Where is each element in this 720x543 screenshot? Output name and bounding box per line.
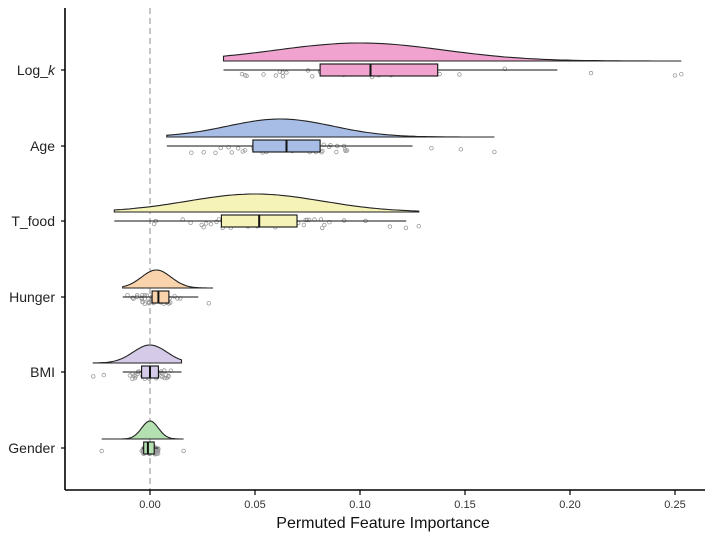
data-point-logk — [502, 66, 507, 71]
data-point-age — [242, 148, 248, 153]
outlier-point-age — [458, 147, 463, 152]
data-point-age — [235, 146, 241, 151]
data-point-tfood — [320, 225, 325, 231]
data-point-tfood — [199, 222, 204, 228]
data-point-logk — [310, 74, 315, 79]
x-tick-label: 0.15 — [454, 499, 475, 511]
data-point-tfood — [301, 222, 307, 228]
data-point-age — [326, 144, 332, 150]
data-point-logk — [284, 70, 289, 75]
outlier-point-hunger — [206, 301, 211, 306]
data-point-bmi — [130, 376, 135, 382]
data-point-logk — [280, 74, 286, 79]
data-point-logk — [261, 72, 266, 77]
box-hunger — [151, 290, 170, 304]
y-label-gender: Gender — [8, 440, 55, 456]
data-point-tfood — [304, 217, 310, 223]
data-point-tfood — [203, 221, 209, 226]
x-tick-label: 0.05 — [244, 499, 265, 511]
x-tick-label: 0.00 — [139, 499, 160, 511]
density-cloud-gender — [101, 420, 184, 440]
x-tick-label: 0.25 — [664, 499, 685, 511]
data-point-hunger — [139, 295, 144, 300]
outlier-point-age — [492, 149, 497, 155]
y-label-age: Age — [30, 138, 55, 154]
data-point-hunger — [172, 294, 177, 299]
data-point-age — [344, 148, 350, 153]
box-gender — [143, 441, 155, 455]
data-point-tfood — [214, 219, 219, 225]
data-point-age — [213, 150, 218, 155]
y-label-logk: Log_k — [17, 62, 56, 78]
data-point-tfood — [403, 225, 409, 230]
y-axis-labels: Log_k Age T_food Hunger BMI Gender — [8, 62, 65, 456]
density-cloud-tfood — [113, 193, 420, 213]
x-axis-ticks: 0.00 0.05 0.10 0.15 0.20 0.25 — [139, 490, 686, 511]
density-cloud-logk — [222, 42, 682, 62]
data-point-logk — [242, 72, 248, 78]
outlier-point-bmi — [101, 372, 106, 378]
boxplots — [114, 63, 558, 455]
data-point-tfood — [303, 217, 308, 223]
outlier-point-tfood — [416, 223, 421, 229]
data-point-tfood — [322, 222, 327, 228]
y-label-hunger: Hunger — [9, 289, 55, 305]
box-logk — [319, 63, 439, 77]
data-point-age — [189, 150, 194, 155]
x-tick-label: 0.10 — [349, 499, 370, 511]
outlier-point-bmi — [91, 374, 96, 379]
data-point-age — [321, 142, 326, 147]
density-clouds — [92, 42, 682, 440]
data-point-tfood — [327, 219, 332, 225]
outlier-point-logk — [672, 73, 678, 78]
data-point-logk — [437, 71, 442, 77]
x-axis-title: Permuted Feature Importance — [276, 515, 490, 532]
data-point-age — [334, 149, 339, 155]
outlier-point-age — [429, 145, 434, 151]
y-label-tfood: T_food — [11, 213, 55, 229]
density-cloud-age — [166, 118, 495, 138]
y-label-bmi: BMI — [30, 364, 55, 380]
outlier-point-logk — [679, 71, 684, 77]
jitter-points — [91, 65, 684, 457]
data-point-age — [218, 145, 223, 151]
density-cloud-hunger — [122, 269, 213, 289]
data-point-hunger — [140, 299, 145, 305]
data-point-hunger — [146, 300, 152, 305]
data-point-age — [240, 149, 245, 154]
data-point-age — [229, 150, 234, 155]
data-point-logk — [273, 73, 279, 78]
outlier-point-gender — [99, 448, 104, 454]
x-tick-label: 0.20 — [559, 499, 580, 511]
data-point-hunger — [130, 295, 135, 300]
outlier-point-gender — [181, 448, 186, 454]
density-cloud-bmi — [92, 344, 183, 364]
data-point-tfood — [387, 224, 393, 229]
data-point-tfood — [208, 221, 214, 227]
outlier-point-logk — [588, 70, 594, 76]
data-point-bmi — [127, 373, 133, 378]
data-point-logk — [457, 72, 462, 77]
data-point-bmi — [160, 374, 165, 380]
data-point-bmi — [166, 374, 171, 379]
data-point-age — [201, 150, 206, 155]
